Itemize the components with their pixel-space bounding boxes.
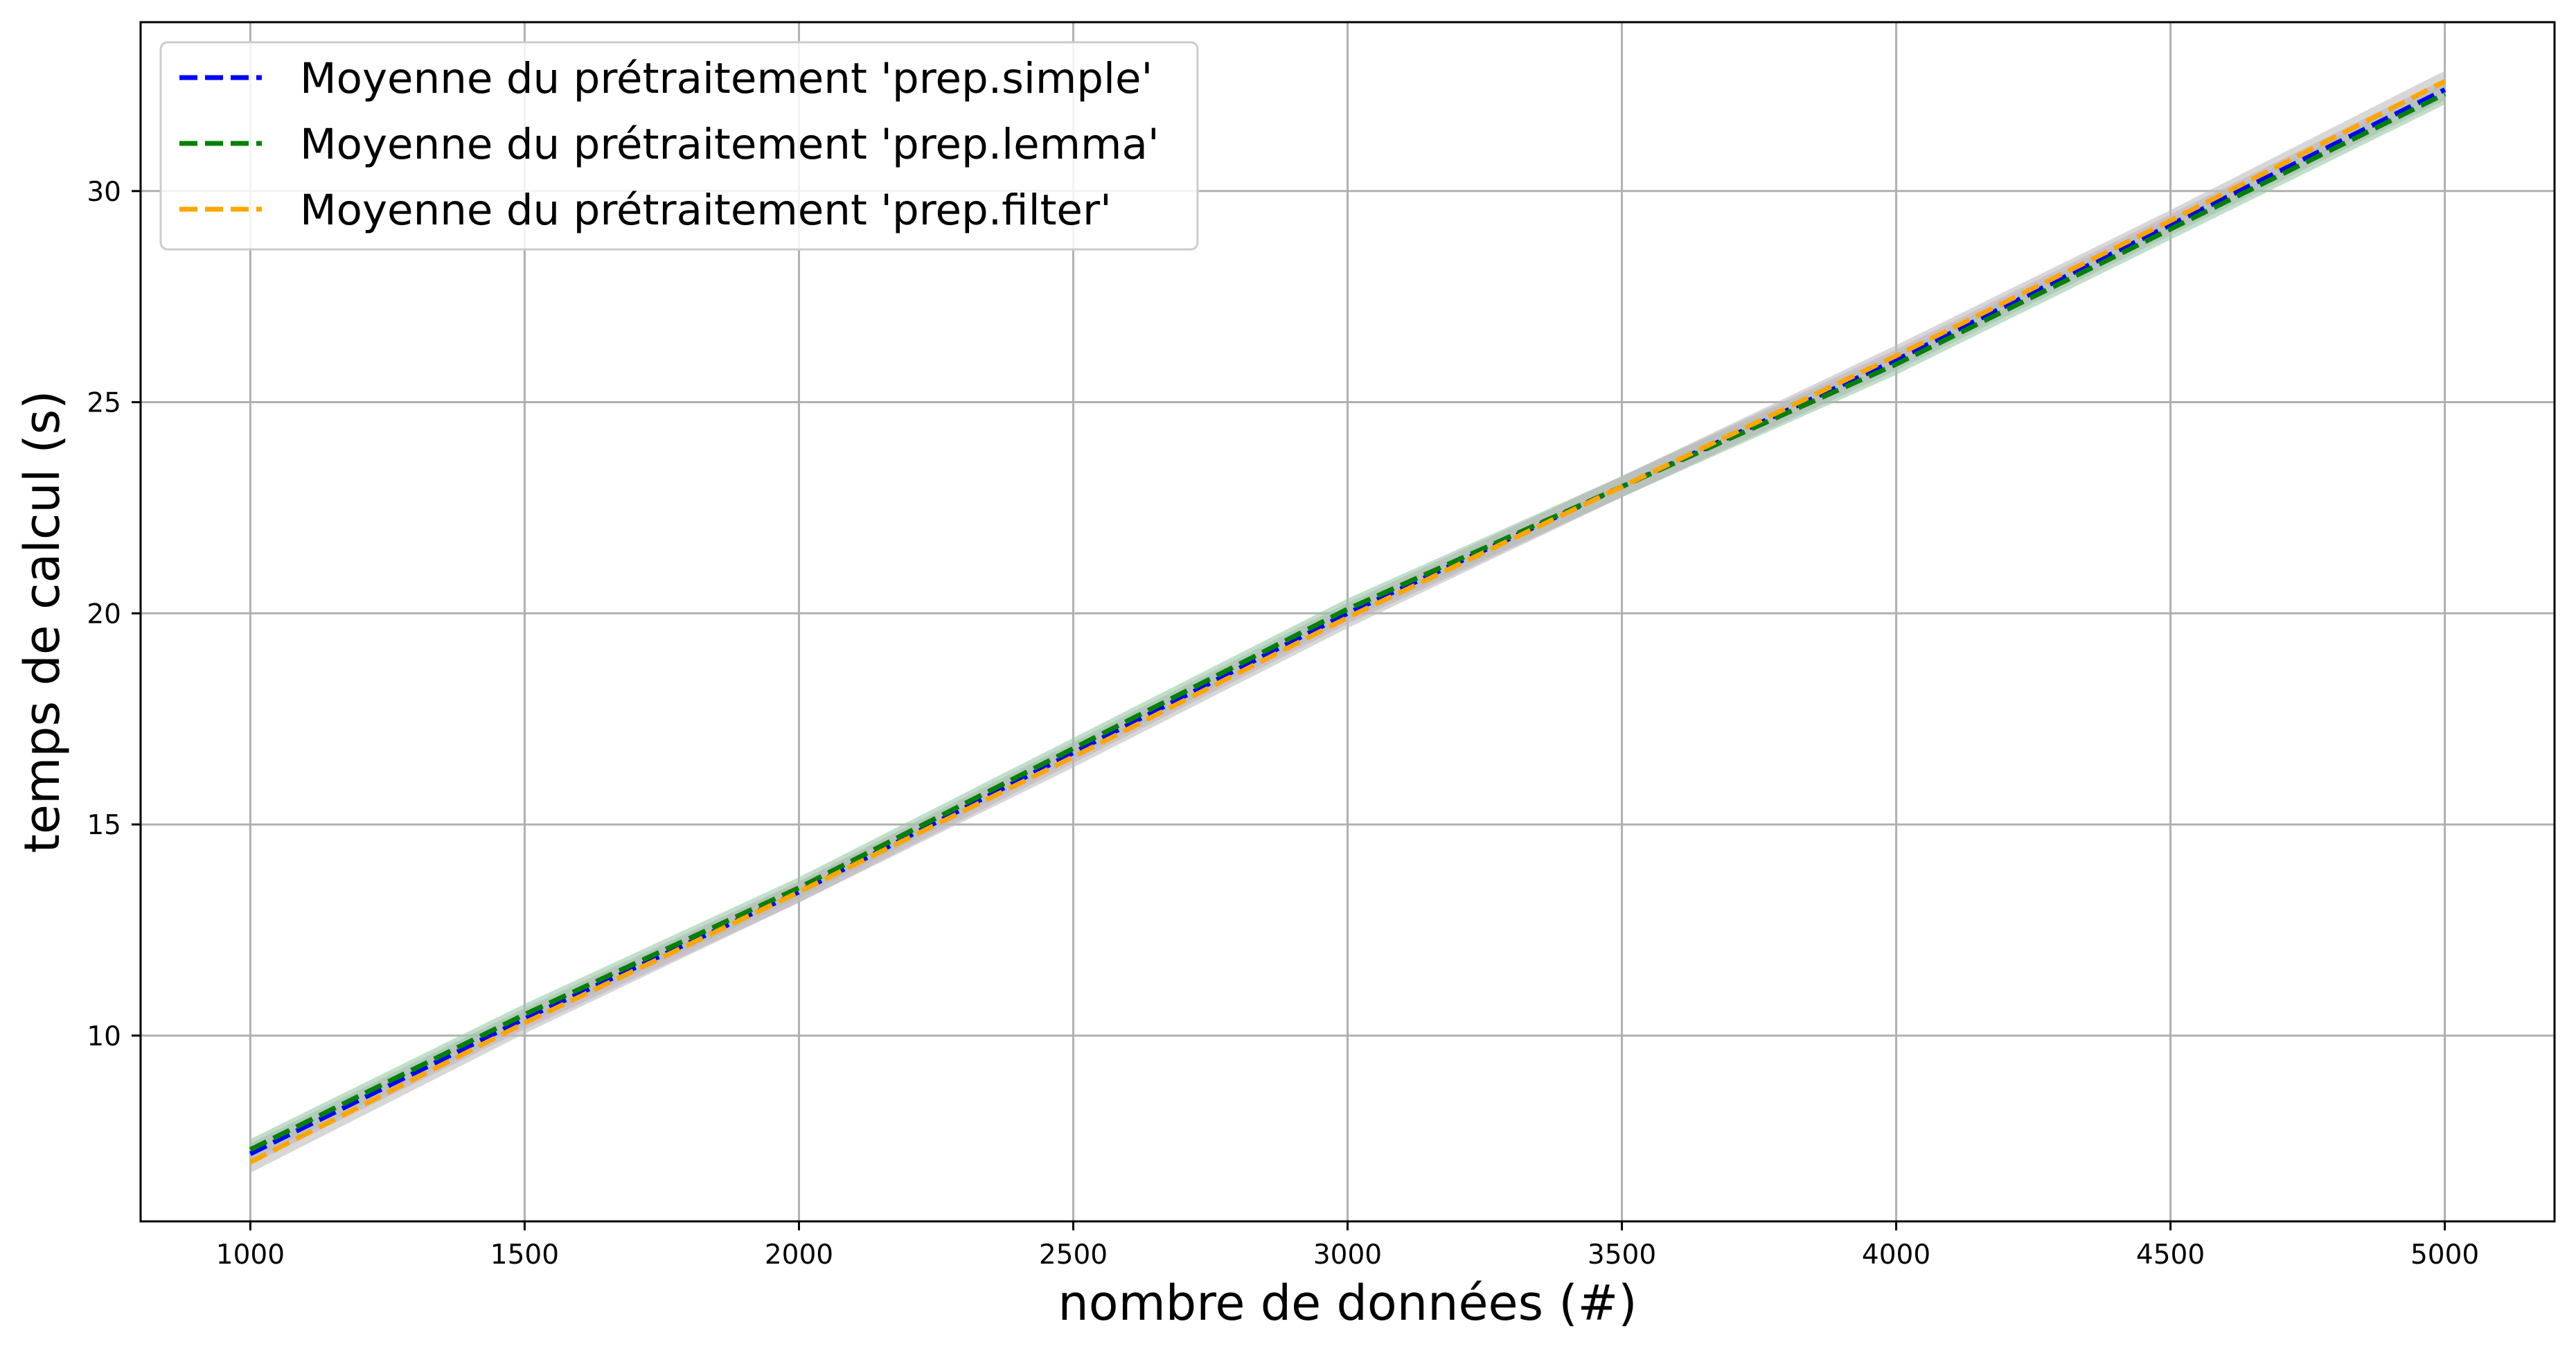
legend-box bbox=[159, 41, 1199, 251]
x-tick-label: 3000 bbox=[1313, 1239, 1382, 1271]
series-band-2 bbox=[250, 71, 2445, 1173]
x-axis-label: nombre de données (#) bbox=[1058, 1275, 1637, 1332]
legend-label-1: Moyenne du prétraitement 'prep.lemma' bbox=[300, 120, 1160, 169]
y-tick-label: 30 bbox=[87, 177, 121, 208]
x-tick-label: 2500 bbox=[1039, 1239, 1108, 1271]
x-tick-label: 1000 bbox=[216, 1239, 285, 1271]
y-tick-label: 25 bbox=[87, 388, 121, 419]
x-tick-label: 4000 bbox=[1862, 1239, 1930, 1271]
confidence-bands bbox=[250, 71, 2445, 1173]
series-line-0 bbox=[249, 87, 2446, 1156]
x-tick-label: 2000 bbox=[765, 1239, 833, 1271]
x-tick-label: 5000 bbox=[2410, 1239, 2479, 1271]
x-tick-label: 4500 bbox=[2136, 1239, 2205, 1271]
legend-label-0: Moyenne du prétraitement 'prep.simple' bbox=[300, 54, 1153, 103]
y-tick-label: 15 bbox=[87, 810, 121, 841]
y-axis-label: temps de calcul (s) bbox=[14, 390, 71, 853]
x-tick-label: 1500 bbox=[490, 1239, 559, 1271]
x-tick-label: 3500 bbox=[1588, 1239, 1656, 1271]
y-tick-label: 20 bbox=[87, 599, 121, 630]
y-tick-label: 10 bbox=[87, 1021, 121, 1052]
series-lines bbox=[249, 79, 2446, 1165]
series-line-1 bbox=[249, 91, 2446, 1152]
legend: Moyenne du prétraitement 'prep.simple' Mo… bbox=[159, 41, 1199, 251]
axis-ticks: 1000 1500 2000 2500 3000 3500 4000 4500 5000 10 15… bbox=[87, 177, 2479, 1271]
series-line-2 bbox=[249, 79, 2446, 1165]
legend-label-2: Moyenne du prétraitement 'prep.filter' bbox=[300, 186, 1112, 235]
